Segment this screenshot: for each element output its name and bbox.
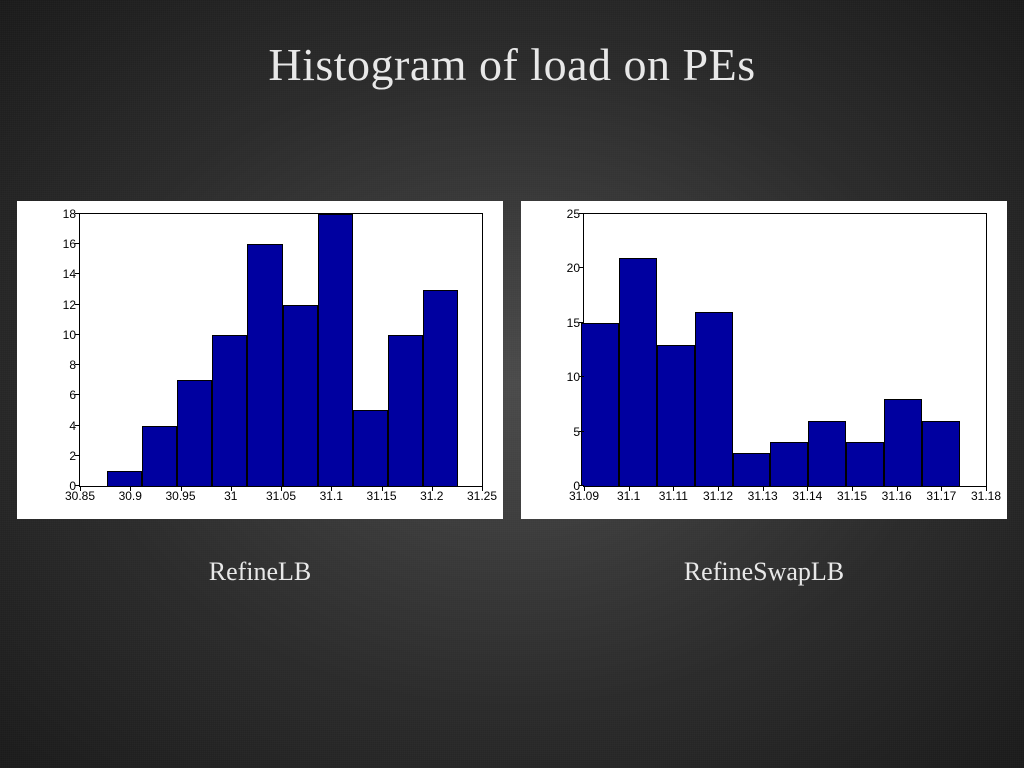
ytick-mark <box>75 394 80 395</box>
charts-row: 02468101214161830.8530.930.953131.0531.1… <box>0 201 1024 519</box>
ytick-label: 8 <box>69 358 80 372</box>
ytick-label: 18 <box>63 207 80 221</box>
ytick-mark <box>579 322 584 323</box>
ytick-label: 4 <box>69 419 80 433</box>
ytick-label: 6 <box>69 388 80 402</box>
xtick-mark <box>986 486 987 491</box>
xtick-mark <box>941 486 942 491</box>
ytick-mark <box>75 243 80 244</box>
page-title: Histogram of load on PEs <box>0 0 1024 91</box>
xtick-mark <box>281 486 282 491</box>
ytick-mark <box>75 334 80 335</box>
histogram-bar <box>142 426 177 486</box>
histogram-bar <box>770 442 808 486</box>
ytick-label: 12 <box>63 298 80 312</box>
captions-row: RefineLB RefineSwapLB <box>0 557 1024 587</box>
histogram-bar <box>283 305 318 486</box>
histogram-bar <box>846 442 884 486</box>
ytick-mark <box>75 304 80 305</box>
histogram-bar <box>619 258 657 486</box>
xtick-mark <box>584 486 585 491</box>
histogram-bar <box>353 410 388 486</box>
xtick-mark <box>718 486 719 491</box>
ytick-label: 10 <box>567 370 584 384</box>
histogram-bar <box>922 421 960 486</box>
xtick-mark <box>897 486 898 491</box>
xtick-mark <box>852 486 853 491</box>
histogram-bar <box>247 244 282 486</box>
histogram-bar <box>695 312 733 486</box>
ytick-mark <box>579 213 584 214</box>
xtick-mark <box>432 486 433 491</box>
ytick-mark <box>75 455 80 456</box>
xtick-mark <box>673 486 674 491</box>
right-plot-area: 051015202531.0931.131.1131.1231.1331.143… <box>583 213 987 487</box>
histogram-bar <box>318 214 353 486</box>
xtick-mark <box>331 486 332 491</box>
ytick-label: 10 <box>63 328 80 342</box>
xtick-mark <box>130 486 131 491</box>
histogram-bar <box>388 335 423 486</box>
ytick-mark <box>579 267 584 268</box>
histogram-bar <box>884 399 922 486</box>
xtick-mark <box>231 486 232 491</box>
ytick-mark <box>579 376 584 377</box>
histogram-bar <box>581 323 619 486</box>
xtick-mark <box>807 486 808 491</box>
ytick-label: 14 <box>63 267 80 281</box>
histogram-bar <box>107 471 142 486</box>
left-plot-area: 02468101214161830.8530.930.953131.0531.1… <box>79 213 483 487</box>
histogram-bar <box>212 335 247 486</box>
xtick-mark <box>629 486 630 491</box>
ytick-label: 16 <box>63 237 80 251</box>
histogram-bar <box>657 345 695 486</box>
histogram-bar <box>423 290 458 486</box>
ytick-mark <box>579 431 584 432</box>
xtick-mark <box>482 486 483 491</box>
ytick-label: 15 <box>567 316 584 330</box>
ytick-label: 5 <box>573 425 584 439</box>
right-bars <box>584 214 986 486</box>
right-caption: RefineSwapLB <box>521 557 1007 587</box>
xtick-mark <box>181 486 182 491</box>
xtick-mark <box>80 486 81 491</box>
histogram-bar <box>733 453 771 486</box>
xtick-mark <box>763 486 764 491</box>
ytick-mark <box>75 364 80 365</box>
ytick-mark <box>75 213 80 214</box>
ytick-mark <box>75 273 80 274</box>
right-histogram-panel: 051015202531.0931.131.1131.1231.1331.143… <box>521 201 1007 519</box>
histogram-bar <box>177 380 212 486</box>
xtick-mark <box>382 486 383 491</box>
ytick-mark <box>75 425 80 426</box>
left-histogram-panel: 02468101214161830.8530.930.953131.0531.1… <box>17 201 503 519</box>
histogram-bar <box>808 421 846 486</box>
left-bars <box>80 214 482 486</box>
ytick-label: 20 <box>567 261 584 275</box>
ytick-label: 2 <box>69 449 80 463</box>
left-caption: RefineLB <box>17 557 503 587</box>
ytick-label: 25 <box>567 207 584 221</box>
